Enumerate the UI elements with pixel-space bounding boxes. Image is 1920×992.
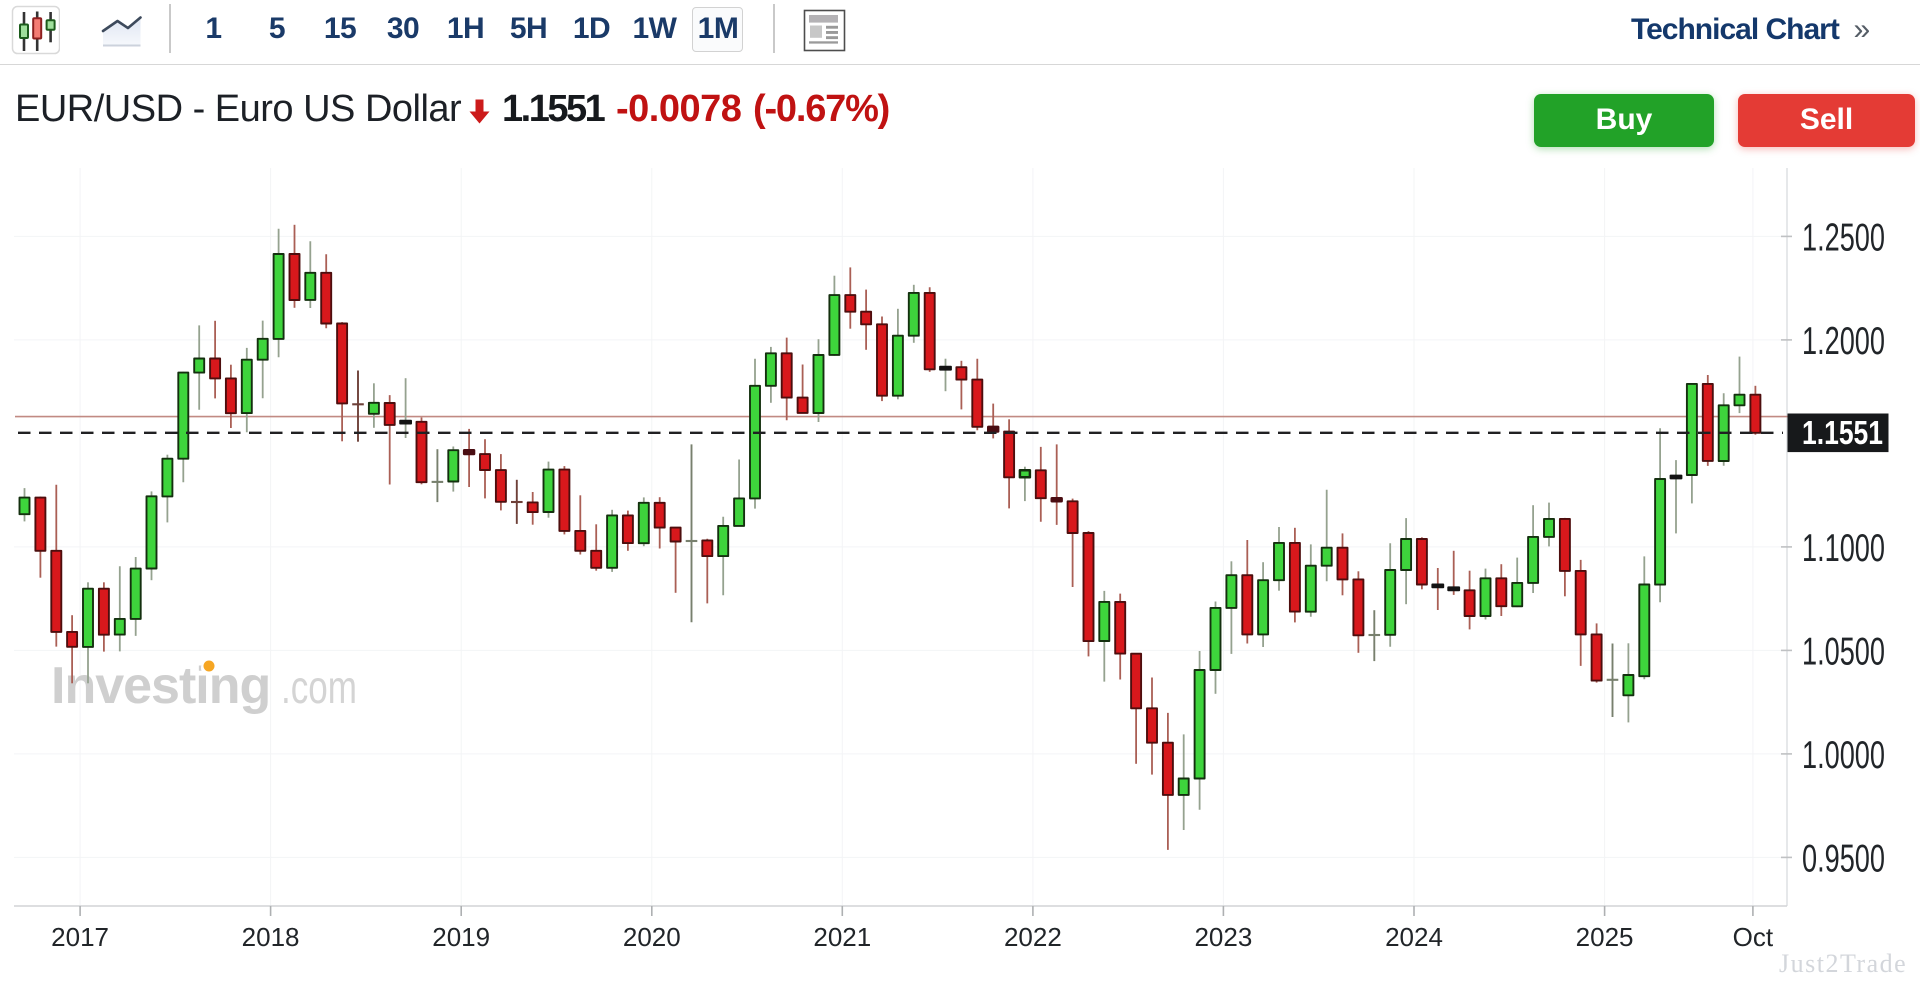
svg-text:2025: 2025 — [1576, 922, 1634, 952]
svg-text:2023: 2023 — [1194, 922, 1252, 952]
svg-text:2019: 2019 — [432, 922, 490, 952]
svg-text:Investing: Investing — [51, 657, 270, 715]
svg-text:1.0000: 1.0000 — [1802, 734, 1885, 777]
svg-text:0.9500: 0.9500 — [1802, 837, 1885, 880]
svg-text:Oct: Oct — [1733, 922, 1774, 952]
svg-text:Just2Trade: Just2Trade — [1779, 949, 1907, 978]
svg-text:1.0500: 1.0500 — [1802, 630, 1885, 673]
svg-text:2021: 2021 — [813, 922, 871, 952]
svg-text:2017: 2017 — [51, 922, 109, 952]
svg-text:1.2500: 1.2500 — [1802, 216, 1885, 259]
svg-text:1.1551: 1.1551 — [1802, 414, 1883, 451]
svg-text:2022: 2022 — [1004, 922, 1062, 952]
svg-text:.com: .com — [281, 661, 357, 713]
svg-text:2024: 2024 — [1385, 922, 1443, 952]
svg-text:1.1000: 1.1000 — [1802, 527, 1885, 570]
svg-text:2018: 2018 — [242, 922, 300, 952]
svg-text:1.2000: 1.2000 — [1802, 320, 1885, 363]
svg-text:2020: 2020 — [623, 922, 681, 952]
